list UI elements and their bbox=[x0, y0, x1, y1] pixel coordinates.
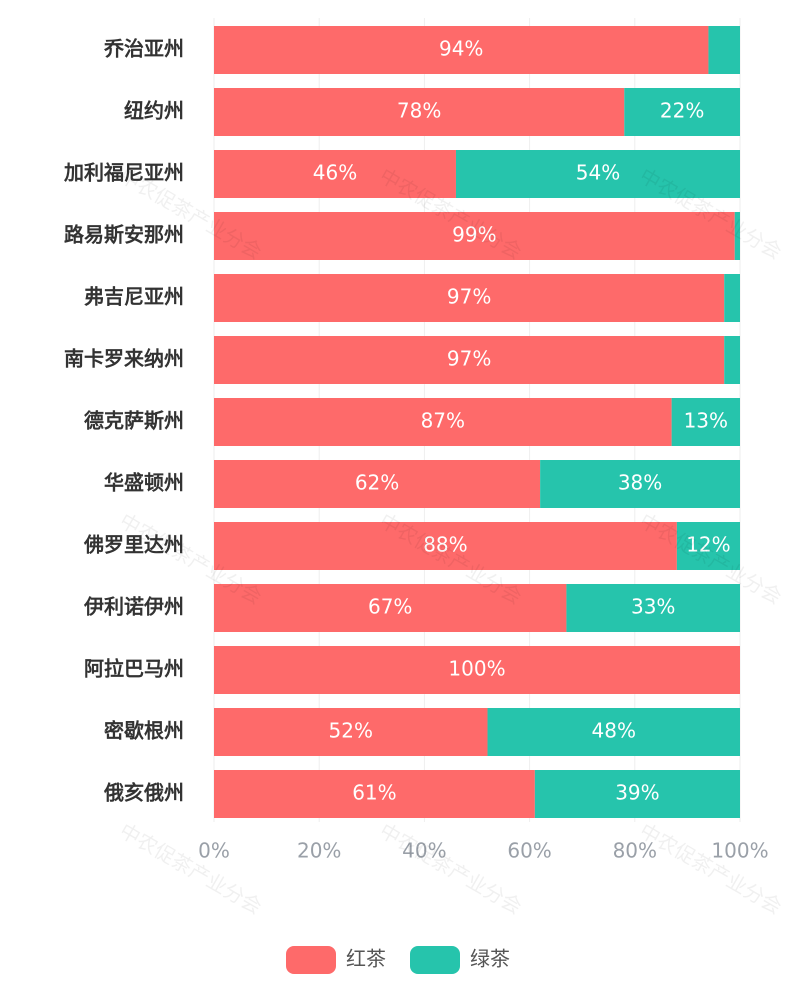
x-tick-label: 60% bbox=[507, 839, 551, 863]
bar-segment bbox=[214, 336, 725, 384]
bar-segment bbox=[214, 646, 740, 694]
bar-segment bbox=[708, 26, 740, 74]
bar-segment bbox=[214, 708, 488, 756]
legend-swatch bbox=[286, 946, 336, 974]
value-label: 87% bbox=[421, 409, 465, 433]
category-label: 加利福尼亚州 bbox=[63, 161, 184, 185]
bar-segment bbox=[724, 336, 740, 384]
x-tick-label: 100% bbox=[711, 839, 768, 863]
bar-segment bbox=[676, 522, 740, 570]
watermark: 中农促茶产业分会 bbox=[635, 818, 786, 919]
value-label: 100% bbox=[448, 657, 505, 681]
bar-segment bbox=[214, 274, 725, 322]
bar-segment bbox=[671, 398, 740, 446]
value-label: 13% bbox=[684, 409, 728, 433]
bar-segment bbox=[214, 212, 735, 260]
value-label: 78% bbox=[397, 99, 441, 123]
value-label: 99% bbox=[452, 223, 496, 247]
x-tick-label: 40% bbox=[402, 839, 446, 863]
x-tick-label: 80% bbox=[613, 839, 657, 863]
category-label: 路易斯安那州 bbox=[64, 223, 184, 247]
value-label: 97% bbox=[447, 285, 491, 309]
category-label: 弗吉尼亚州 bbox=[84, 285, 184, 309]
value-label: 33% bbox=[631, 595, 675, 619]
value-label: 61% bbox=[352, 781, 396, 805]
value-label: 67% bbox=[368, 595, 412, 619]
category-label: 阿拉巴马州 bbox=[84, 657, 184, 681]
bar-segment bbox=[214, 584, 567, 632]
bar-segment bbox=[214, 398, 672, 446]
value-label: 94% bbox=[439, 37, 483, 61]
bar-segment bbox=[214, 26, 709, 74]
value-label: 39% bbox=[615, 781, 659, 805]
value-label: 12% bbox=[686, 533, 730, 557]
category-label: 华盛顿州 bbox=[104, 471, 184, 495]
watermark: 中农促茶产业分会 bbox=[115, 818, 266, 919]
bar-segment bbox=[214, 522, 677, 570]
bar-segment bbox=[534, 770, 740, 818]
category-label: 德克萨斯州 bbox=[84, 409, 184, 433]
x-tick-label: 0% bbox=[198, 839, 230, 863]
bar-segment bbox=[487, 708, 740, 756]
bar-segment bbox=[724, 274, 740, 322]
value-label: 38% bbox=[618, 471, 662, 495]
category-label: 佛罗里达州 bbox=[83, 533, 184, 557]
legend-label: 红茶 bbox=[346, 947, 386, 971]
watermark: 中农促茶产业分会 bbox=[375, 818, 526, 919]
bar-segment bbox=[455, 150, 740, 198]
bar-segment bbox=[214, 770, 535, 818]
bar-segment bbox=[566, 584, 740, 632]
bar-segment bbox=[540, 460, 740, 508]
category-label: 乔治亚州 bbox=[103, 37, 184, 61]
category-label: 南卡罗来纳州 bbox=[64, 347, 184, 371]
value-label: 48% bbox=[592, 719, 636, 743]
category-label: 纽约州 bbox=[124, 99, 184, 123]
value-label: 62% bbox=[355, 471, 399, 495]
value-label: 88% bbox=[423, 533, 467, 557]
bar-segment bbox=[214, 88, 625, 136]
bar-segment bbox=[734, 212, 740, 260]
x-tick-label: 20% bbox=[297, 839, 341, 863]
value-label: 54% bbox=[576, 161, 620, 185]
value-label: 22% bbox=[660, 99, 704, 123]
value-label: 46% bbox=[313, 161, 357, 185]
value-label: 52% bbox=[329, 719, 373, 743]
legend-swatch bbox=[410, 946, 460, 974]
category-label: 密歇根州 bbox=[104, 719, 184, 743]
bar-segment bbox=[214, 460, 541, 508]
category-label: 伊利诺伊州 bbox=[83, 595, 184, 619]
bar-segment bbox=[214, 150, 456, 198]
bar-segment bbox=[624, 88, 740, 136]
legend-label: 绿茶 bbox=[470, 947, 510, 971]
value-label: 97% bbox=[447, 347, 491, 371]
category-label: 俄亥俄州 bbox=[103, 781, 184, 805]
